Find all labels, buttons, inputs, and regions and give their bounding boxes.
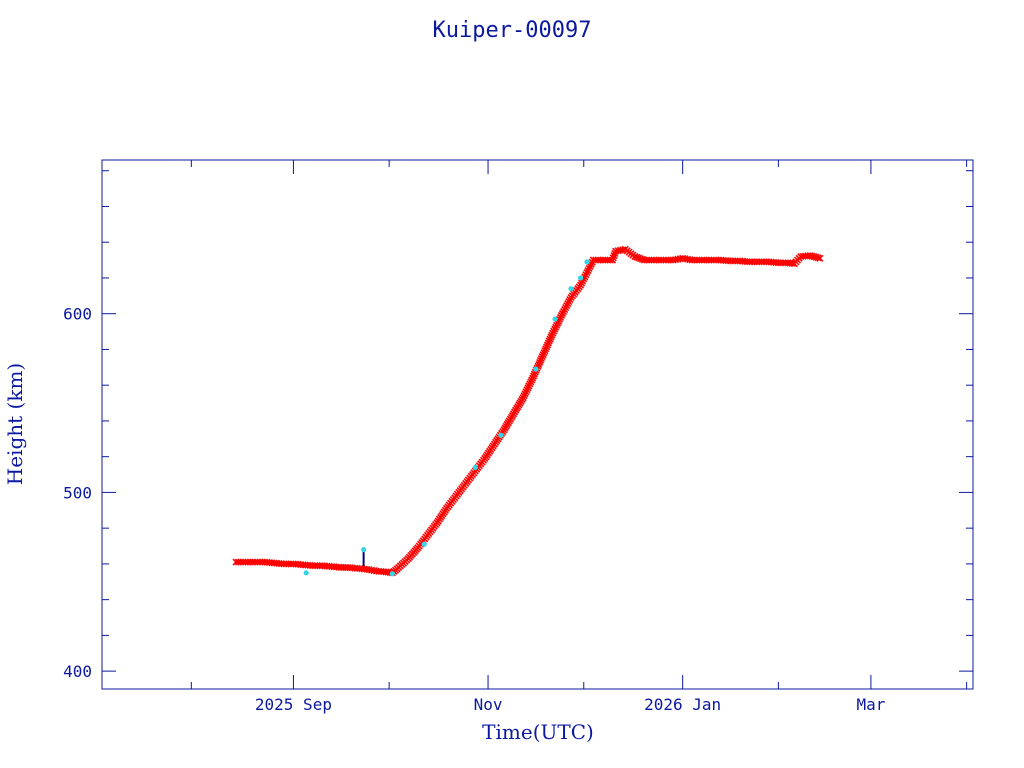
data-point-fill (788, 259, 796, 267)
x-tick-label: Mar (856, 695, 885, 714)
y-tick-label: 600 (63, 305, 92, 324)
data-point (816, 254, 824, 262)
alt-data-point (533, 366, 539, 372)
axis-ticks (102, 160, 973, 689)
y-tick-labels: 400 500 600 (63, 305, 92, 681)
alt-data-point (421, 541, 427, 547)
alt-data-point (498, 432, 504, 438)
x-tick-label: 2025 Sep (255, 695, 332, 714)
data-point-fill (633, 253, 641, 261)
alt-data-point (577, 275, 584, 281)
data-point-fill (636, 255, 645, 263)
chart-title: Kuiper-00097 (433, 18, 592, 43)
data-point-fill (635, 254, 643, 262)
x-tick-label: 2026 Jan (644, 695, 721, 714)
y-tick-label: 500 (63, 483, 92, 502)
x-tick-label: Nov (474, 695, 503, 714)
x-tick-labels: 2025 Sep Nov 2026 Jan Mar (255, 695, 886, 714)
alt-data-point (472, 464, 478, 470)
x-axis-label: Time(UTC) (482, 720, 594, 744)
y-axis-label: Height (km) (3, 363, 27, 485)
alt-data-point (303, 570, 309, 576)
alt-data-point (361, 547, 367, 553)
alt-data-point (389, 571, 395, 577)
alt-data-point (584, 259, 590, 265)
y-tick-label: 400 (63, 662, 92, 681)
plot-frame (101, 159, 974, 690)
data-points (232, 245, 824, 577)
alt-data-point (552, 316, 558, 322)
data-point (631, 252, 639, 261)
alt-data-point (568, 286, 574, 292)
data-point-fill (814, 254, 822, 262)
